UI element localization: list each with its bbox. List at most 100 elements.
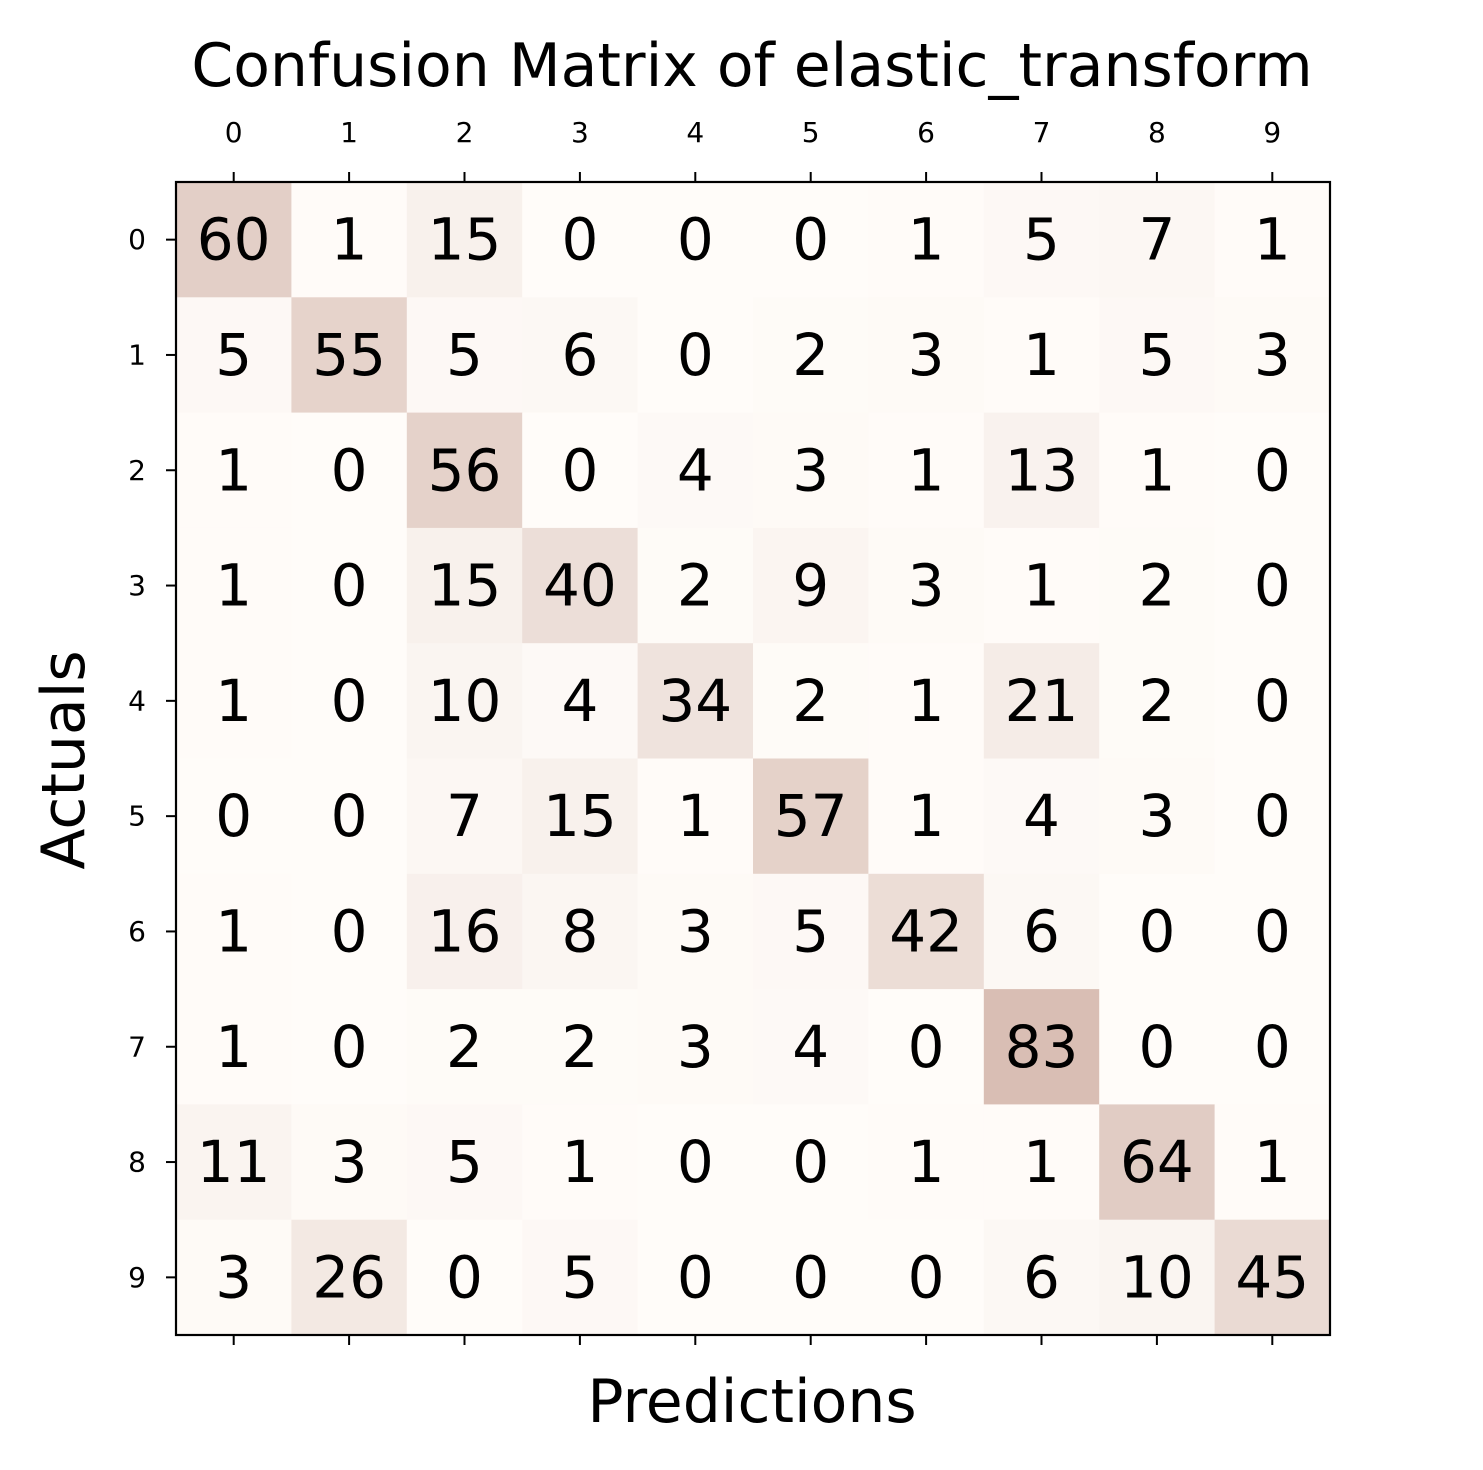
x-tick-label-2: 2 xyxy=(456,116,474,149)
x-tick-label-3: 3 xyxy=(571,116,589,149)
cell-value-r4-c1: 0 xyxy=(331,667,368,735)
x-axis-label: Predictions xyxy=(587,1367,916,1437)
cell-value-r0-c1: 1 xyxy=(331,206,368,274)
cell-value-r7-c6: 0 xyxy=(908,1013,945,1081)
heatmap-cell-r1-c7 xyxy=(983,297,1100,414)
cell-value-r7-c1: 0 xyxy=(331,1013,368,1081)
heatmap-cell-r5-c9 xyxy=(1214,758,1331,875)
heatmap-cell-r2-c5 xyxy=(753,412,869,529)
heatmap-cell-r9-c2 xyxy=(406,1219,523,1336)
heatmap-cells xyxy=(176,182,1331,1336)
cell-value-r0-c9: 1 xyxy=(1254,206,1291,274)
heatmap-cell-r9-c5 xyxy=(753,1219,869,1336)
heatmap-cell-r0-c6 xyxy=(868,182,985,298)
cell-value-r2-c3: 0 xyxy=(561,436,598,504)
heatmap-cell-r0-c9 xyxy=(1214,182,1331,298)
y-tick-label-9: 9 xyxy=(128,1261,146,1294)
heatmap-cell-r4-c8 xyxy=(1099,643,1216,759)
heatmap-cell-r6-c0 xyxy=(176,873,292,990)
heatmap-cell-r6-c4 xyxy=(637,873,754,990)
cell-value-r4-c7: 21 xyxy=(1005,667,1079,735)
cell-value-r5-c6: 1 xyxy=(908,782,945,850)
cell-value-r3-c7: 1 xyxy=(1023,552,1060,620)
x-tick-label-4: 4 xyxy=(686,116,704,149)
heatmap-cell-r0-c0 xyxy=(176,182,292,298)
cell-value-r7-c8: 0 xyxy=(1138,1013,1175,1081)
heatmap-cell-r7-c9 xyxy=(1214,989,1331,1105)
heatmap-cell-r8-c0 xyxy=(176,1104,292,1221)
heatmap-cell-r2-c7 xyxy=(983,412,1100,529)
heatmap-cell-r2-c2 xyxy=(406,412,523,529)
y-tick-label-8: 8 xyxy=(128,1146,146,1179)
y-tick-label-1: 1 xyxy=(128,338,146,371)
cell-value-r7-c0: 1 xyxy=(215,1013,252,1081)
x-tick-label-5: 5 xyxy=(802,116,820,149)
heatmap-cell-r9-c9 xyxy=(1214,1219,1331,1336)
cell-value-r9-c8: 10 xyxy=(1120,1243,1194,1311)
heatmap-cell-r4-c3 xyxy=(522,643,639,759)
cell-value-r2-c7: 13 xyxy=(1005,436,1079,504)
heatmap-cell-r7-c3 xyxy=(522,989,639,1105)
cell-value-r5-c5: 57 xyxy=(774,782,848,850)
heatmap-cell-r0-c4 xyxy=(637,182,754,298)
cell-value-r7-c4: 3 xyxy=(677,1013,714,1081)
heatmap-cell-r6-c9 xyxy=(1214,873,1331,990)
heatmap-cell-r3-c5 xyxy=(753,527,869,644)
cell-value-r4-c8: 2 xyxy=(1138,667,1175,735)
cell-value-r8-c7: 1 xyxy=(1023,1128,1060,1196)
heatmap-cell-r9-c7 xyxy=(983,1219,1100,1336)
heatmap-cell-r1-c6 xyxy=(868,297,985,414)
heatmap-cell-r4-c0 xyxy=(176,643,292,759)
heatmap-cell-r9-c4 xyxy=(637,1219,754,1336)
heatmap-cell-r1-c1 xyxy=(291,297,408,414)
y-axis-label: Actuals xyxy=(29,650,99,869)
cell-value-r5-c0: 0 xyxy=(215,782,252,850)
heatmap-cell-r6-c6 xyxy=(868,873,985,990)
cell-value-r1-c4: 0 xyxy=(677,321,714,389)
heatmap-cell-r2-c1 xyxy=(291,412,408,529)
cell-value-r2-c2: 56 xyxy=(428,436,502,504)
cell-value-r9-c9: 45 xyxy=(1235,1243,1309,1311)
cell-value-r0-c6: 1 xyxy=(908,206,945,274)
heatmap-cell-r6-c5 xyxy=(753,873,869,990)
heatmap-cell-r9-c0 xyxy=(176,1219,292,1336)
heatmap-cell-r4-c2 xyxy=(406,643,523,759)
heatmap-cell-r5-c6 xyxy=(868,758,985,875)
cell-value-r7-c9: 0 xyxy=(1254,1013,1291,1081)
cell-value-r8-c2: 5 xyxy=(446,1128,483,1196)
heatmap-cell-r4-c6 xyxy=(868,643,985,759)
cell-value-r1-c8: 5 xyxy=(1138,321,1175,389)
cell-value-r3-c4: 2 xyxy=(677,552,714,620)
heatmap-cell-r4-c9 xyxy=(1214,643,1331,759)
heatmap-cell-r1-c8 xyxy=(1099,297,1216,414)
cell-value-r6-c8: 0 xyxy=(1138,897,1175,965)
cell-value-r3-c1: 0 xyxy=(331,552,368,620)
cell-value-r1-c7: 1 xyxy=(1023,321,1060,389)
heatmap-cell-r5-c3 xyxy=(522,758,639,875)
heatmap-cell-r3-c6 xyxy=(868,527,985,644)
heatmap-cell-r2-c4 xyxy=(637,412,754,529)
heatmap-cell-r7-c5 xyxy=(753,989,869,1105)
heatmap-cell-r8-c2 xyxy=(406,1104,523,1221)
heatmap-cell-r7-c0 xyxy=(176,989,292,1105)
cell-value-r4-c2: 10 xyxy=(428,667,502,735)
cell-value-r7-c3: 2 xyxy=(561,1013,598,1081)
cell-value-r5-c2: 7 xyxy=(446,782,483,850)
cell-value-r6-c4: 3 xyxy=(677,897,714,965)
heatmap-cell-r8-c8 xyxy=(1099,1104,1216,1221)
heatmap-cell-r0-c1 xyxy=(291,182,408,298)
cell-value-r3-c2: 15 xyxy=(428,552,502,620)
cell-value-r6-c9: 0 xyxy=(1254,897,1291,965)
cell-value-r6-c0: 1 xyxy=(215,897,252,965)
cell-value-r6-c2: 16 xyxy=(428,897,502,965)
heatmap-cell-r5-c8 xyxy=(1099,758,1216,875)
cell-value-r5-c9: 0 xyxy=(1254,782,1291,850)
heatmap-cell-r7-c8 xyxy=(1099,989,1216,1105)
cell-value-r0-c5: 0 xyxy=(792,206,829,274)
heatmap-cell-r3-c2 xyxy=(406,527,523,644)
y-tick-label-6: 6 xyxy=(128,915,146,948)
cell-value-r0-c2: 15 xyxy=(428,206,502,274)
cell-value-r9-c2: 0 xyxy=(446,1243,483,1311)
heatmap-cell-r8-c6 xyxy=(868,1104,985,1221)
x-tick-label-9: 9 xyxy=(1263,116,1281,149)
